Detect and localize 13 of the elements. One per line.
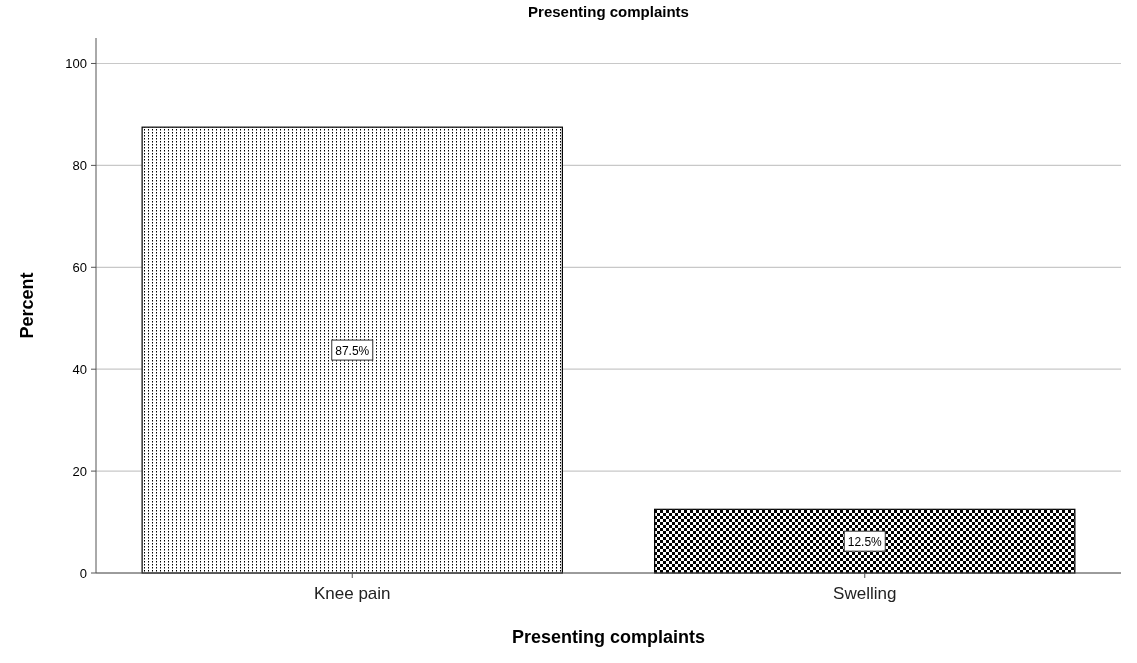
x-tick-label: Swelling	[833, 584, 897, 603]
y-tick-label: 80	[72, 157, 87, 173]
chart-title: Presenting complaints	[528, 3, 689, 20]
data-label: 12.5%	[847, 534, 883, 549]
x-axis-title: Presenting complaints	[511, 627, 706, 647]
y-tick-label: 60	[72, 259, 87, 275]
y-axis-title: Percent	[17, 272, 37, 339]
y-tick-label: 40	[72, 361, 87, 377]
y-tick-label: 100	[65, 55, 87, 71]
data-label: 87.5%	[335, 343, 370, 358]
y-tick-label: 20	[72, 463, 87, 479]
y-tick-label: 0	[79, 565, 87, 581]
x-tick-label: Knee pain	[313, 584, 391, 603]
